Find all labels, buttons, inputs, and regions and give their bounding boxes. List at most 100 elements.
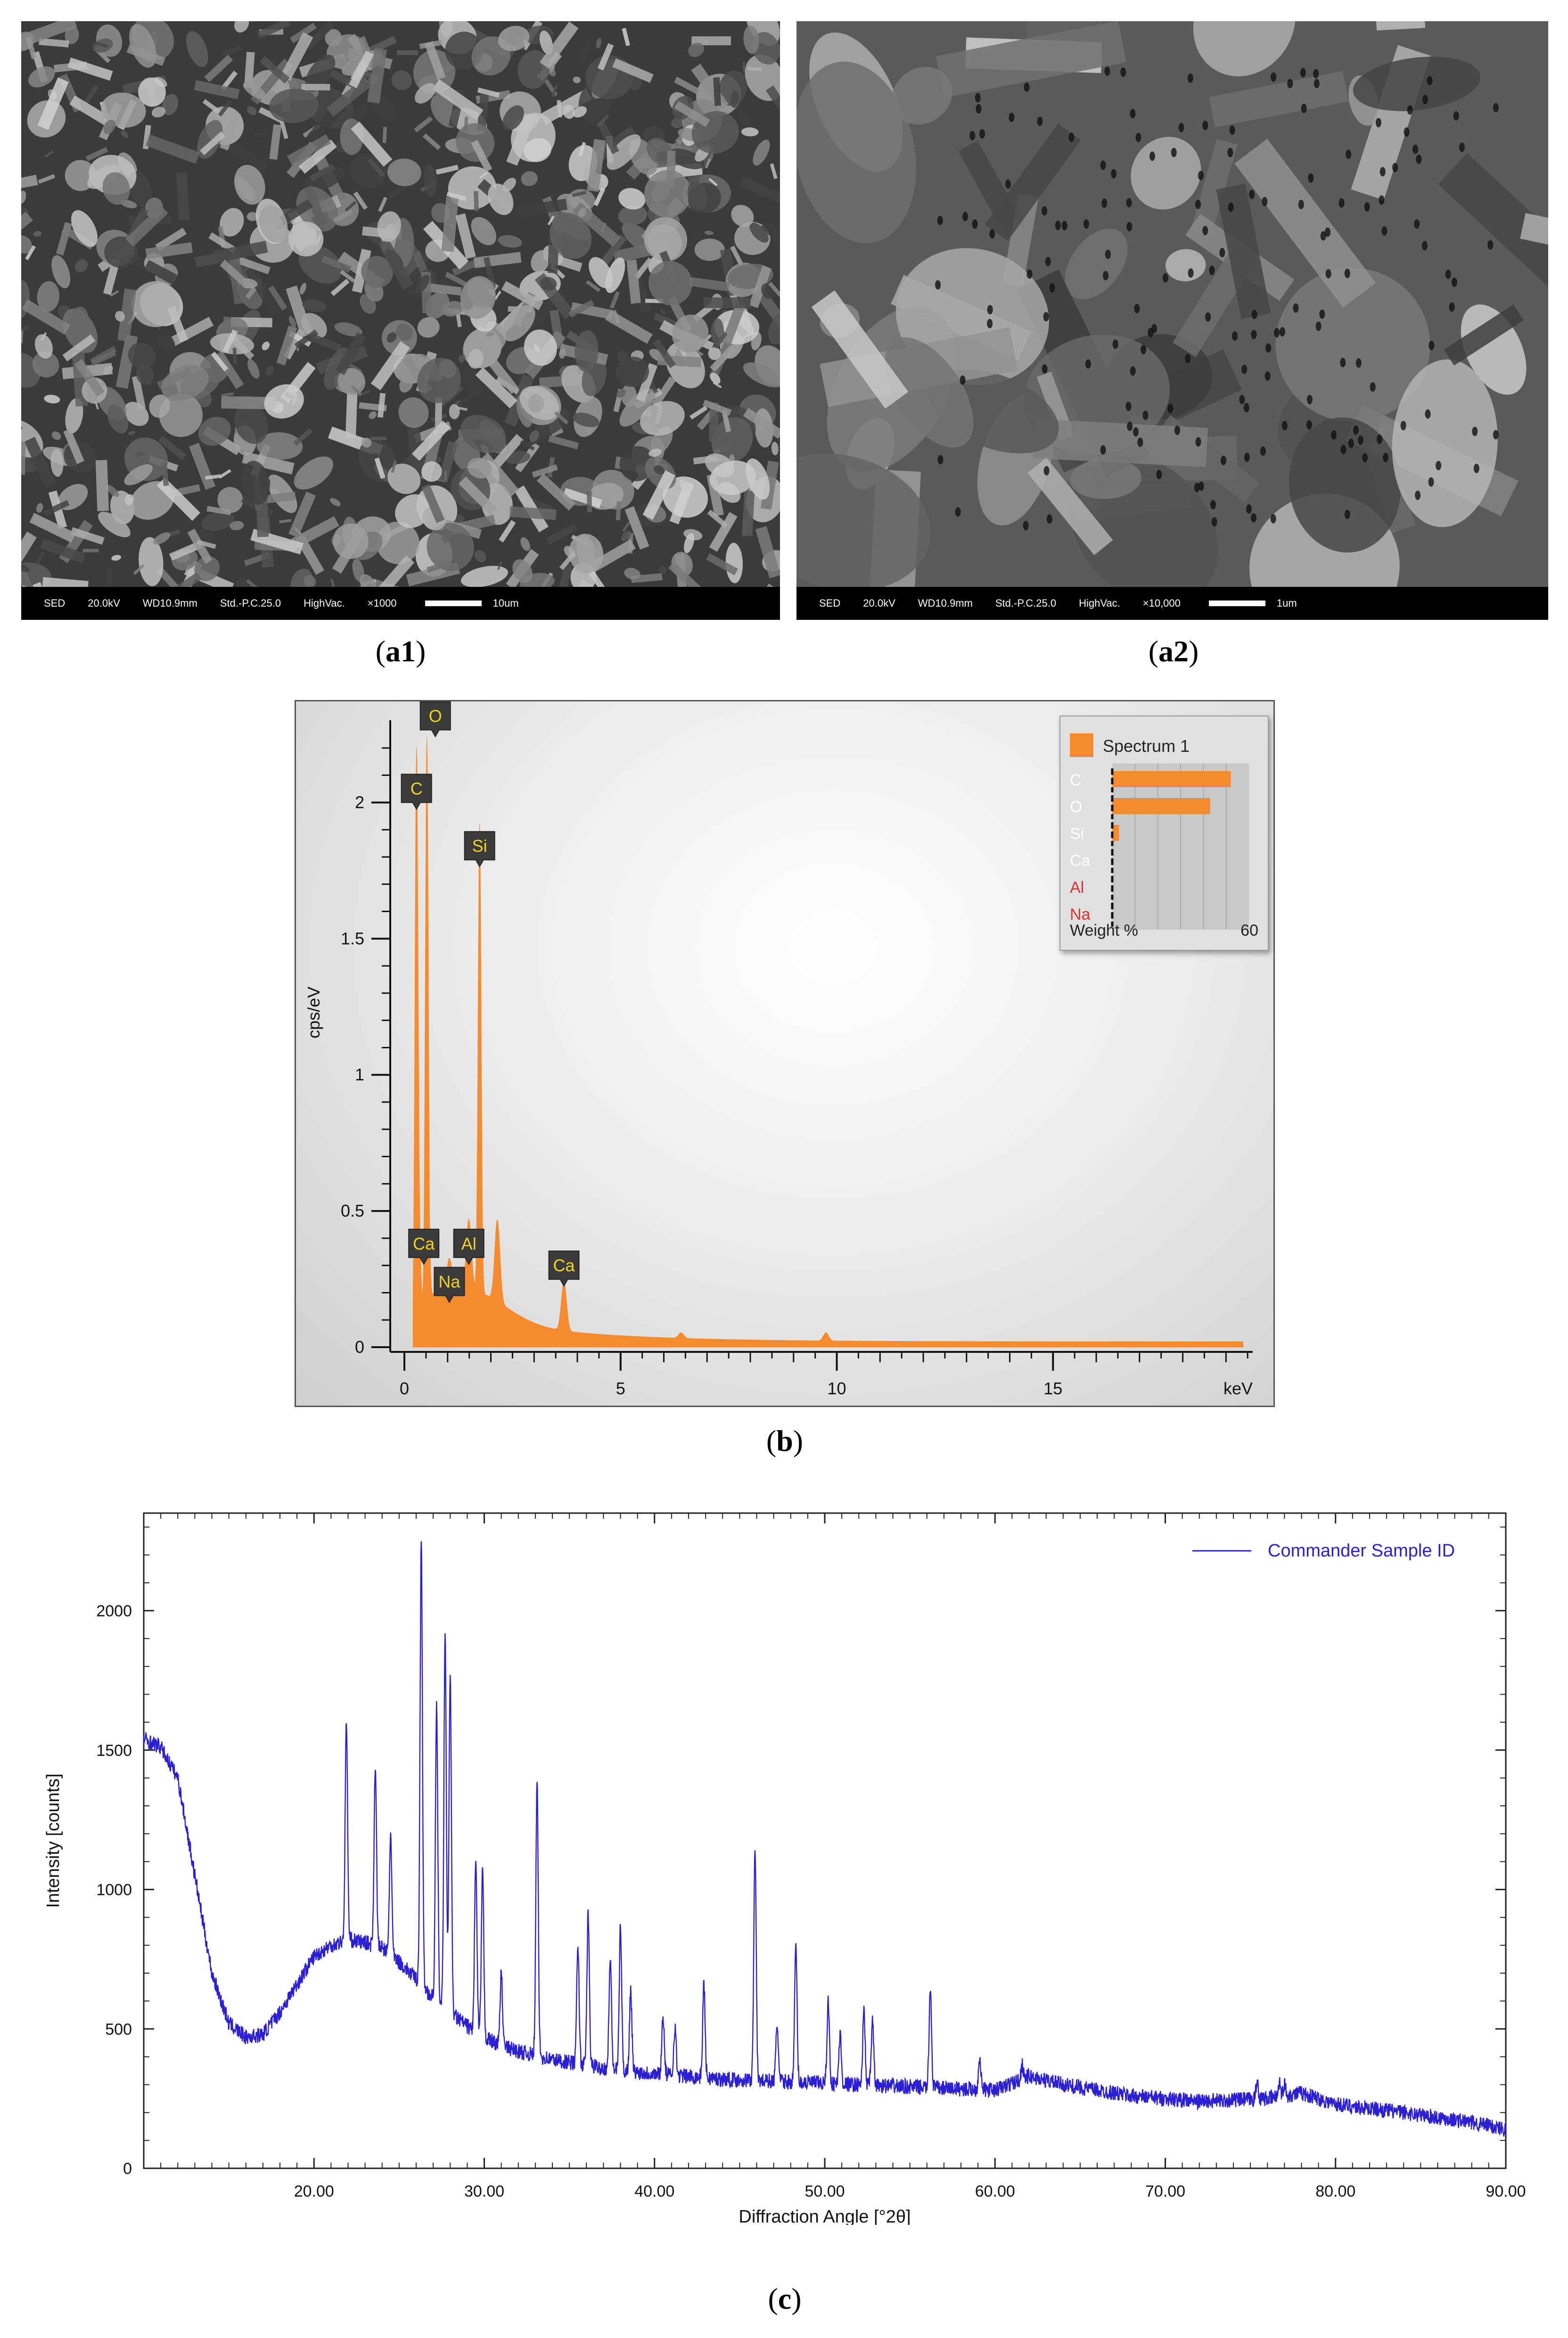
sem-particle (234, 165, 265, 205)
sem-particle (87, 165, 120, 189)
sem-particle (1444, 304, 1524, 366)
diatom-pore (1306, 395, 1313, 404)
sem-particle (618, 205, 648, 226)
sem-particle (796, 453, 931, 591)
diatom-pore (1137, 437, 1143, 447)
sem-particle (21, 329, 24, 344)
sem-particle (187, 528, 213, 564)
sem-mode: SED (819, 597, 841, 609)
sem-particle (22, 21, 77, 46)
sem-particle (654, 465, 665, 475)
sem-particle (269, 88, 319, 123)
diatom-pore (1100, 160, 1106, 170)
sem-particle (305, 55, 336, 92)
diatom-pore (1037, 116, 1043, 126)
sem-particle (578, 40, 591, 62)
sem-particle (124, 464, 153, 486)
sem-particle (649, 261, 692, 305)
diatom-pore (1046, 514, 1052, 524)
sem-particle (280, 32, 313, 81)
sem-particle (129, 24, 156, 68)
sem-particle (671, 117, 684, 128)
x-tick-label: 15 (1043, 1379, 1062, 1398)
sem-particle (1209, 71, 1349, 128)
sem-particle (490, 434, 524, 471)
diatom-pore (1265, 343, 1272, 353)
sem-particle (220, 208, 244, 237)
sem-particle (624, 568, 640, 580)
xrd-plot-frame (143, 1512, 1507, 2169)
sem-particle (502, 178, 517, 192)
sem-particle (550, 213, 592, 259)
sem-particle (892, 66, 952, 125)
sem-particle (330, 279, 350, 296)
peak-element-label: Ca (413, 1234, 435, 1253)
diatom-pore (1451, 277, 1457, 287)
sem-particle (220, 111, 241, 151)
sem-particle (575, 330, 599, 372)
diatom-pore (1355, 358, 1362, 368)
diatom-pore (975, 93, 981, 103)
sem-mode: SED (44, 597, 66, 609)
sem-particle (423, 164, 437, 197)
sem-particle (422, 133, 441, 150)
sem-particle (417, 358, 461, 403)
sem-particle (350, 385, 362, 396)
sem-particle (194, 556, 220, 581)
x-tick-label: 80.00 (1315, 2182, 1355, 2200)
sem-particle (85, 147, 108, 161)
sem-particle (391, 70, 412, 91)
sem-particle (44, 150, 54, 158)
sem-particle (131, 375, 146, 410)
sem-particle (214, 350, 244, 389)
diatom-pore (1436, 461, 1442, 470)
diatom-pore (1055, 221, 1061, 231)
y-tick-label: 1000 (96, 1881, 132, 1899)
peak-marker (548, 1251, 580, 1287)
diatom-pore (1111, 169, 1117, 179)
sem-particle (234, 21, 249, 33)
sem-particle (509, 506, 557, 520)
sem-particle (587, 139, 606, 192)
sem-particle (622, 522, 631, 532)
sem-particle (668, 561, 702, 594)
diatom-pore (1346, 149, 1352, 159)
sem-particle (477, 87, 500, 98)
peak-label-o: O (419, 701, 451, 738)
peak-element-label: Si (472, 836, 487, 856)
diatom-pore (1023, 520, 1029, 530)
diatom-pore (1243, 403, 1249, 412)
sem-particle (197, 539, 216, 549)
sem-particle (475, 367, 517, 409)
sem-particle (1376, 21, 1426, 31)
sem-particle (378, 238, 414, 290)
diatom-pore (1459, 142, 1465, 152)
sem-particle (302, 299, 327, 313)
sem-particle (652, 376, 676, 408)
sem-particle (659, 566, 666, 575)
diatom-pore (1353, 425, 1359, 435)
sem-particle (211, 351, 229, 371)
sem-particle (21, 174, 38, 194)
diatom-pore (1400, 420, 1406, 430)
sem-particle (548, 435, 579, 450)
sem-particle (721, 302, 746, 346)
diatom-pore (1130, 366, 1136, 376)
sem-particle (441, 197, 459, 252)
sem-particle (690, 405, 708, 420)
sem-particle (36, 503, 43, 513)
diatom-pore (1271, 72, 1277, 82)
sem-particle (702, 399, 732, 416)
sem-particle (1165, 249, 1206, 281)
sem-particle (741, 127, 759, 137)
peak-marker (408, 1228, 440, 1265)
sem-particle (145, 242, 193, 259)
sem-particle (517, 198, 568, 217)
diatom-pore (955, 507, 961, 517)
peak-marker (464, 831, 495, 868)
sem-particle (619, 388, 655, 427)
diatom-pore (1085, 359, 1091, 369)
diatom-pore (1202, 120, 1208, 130)
y-tick-label: 500 (105, 2020, 132, 2038)
sem-particle (345, 200, 357, 212)
